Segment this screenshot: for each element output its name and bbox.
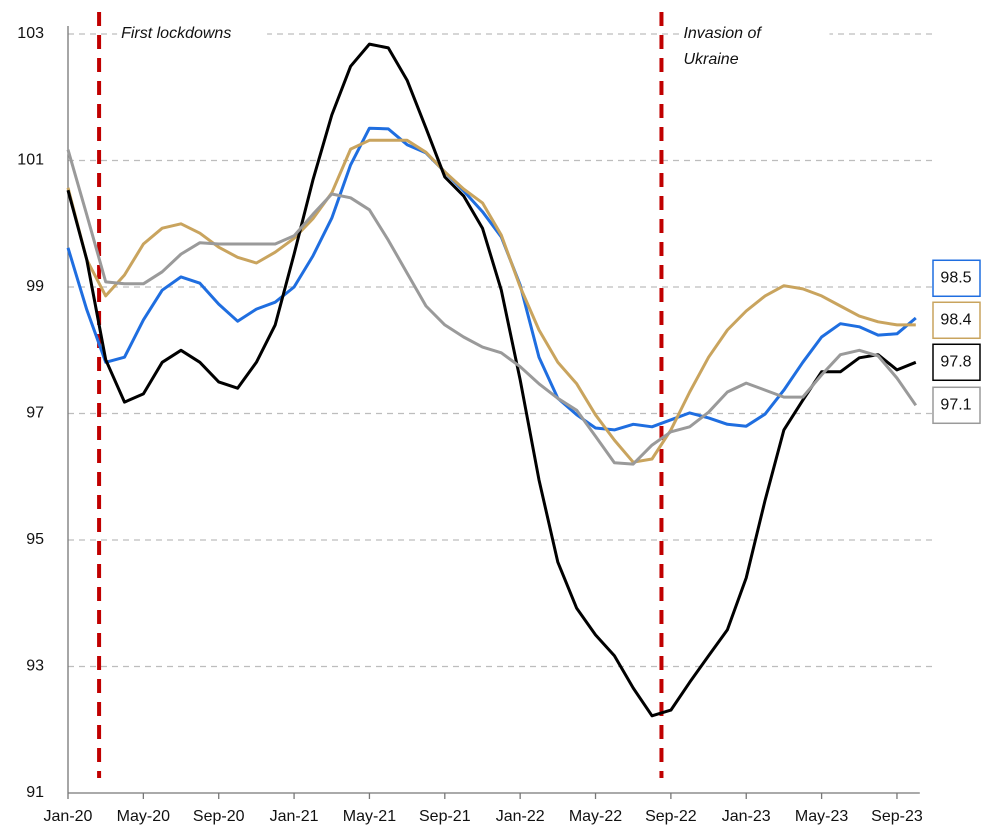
annotation-bg <box>679 48 830 72</box>
end-label-box <box>932 259 981 298</box>
y-tick-label: 99 <box>26 278 44 295</box>
x-tick-label: Jan-21 <box>270 808 319 825</box>
y-tick-label: 91 <box>26 784 44 801</box>
y-tick-label: 103 <box>17 25 44 42</box>
end-label: 98.4 <box>940 311 971 328</box>
series-line <box>66 138 916 464</box>
y-tick-label: 101 <box>17 152 44 169</box>
end-label: 97.1 <box>940 396 971 413</box>
annotation: Invasion of Ukraine <box>659 12 830 778</box>
y-tick-label: 97 <box>26 405 44 422</box>
end-label-box <box>932 386 981 425</box>
x-tick-label: Sep-21 <box>419 808 471 825</box>
x-tick-label: Jan-22 <box>496 808 545 825</box>
x-tick-label: Jan-20 <box>44 808 93 825</box>
series-line <box>66 42 917 718</box>
annotation-text: Ukraine <box>683 51 738 68</box>
end-label-box <box>932 301 981 340</box>
annotation-text: First lockdowns <box>121 25 231 42</box>
x-tick-label: May-21 <box>343 808 396 825</box>
x-tick-label: Jan-23 <box>722 808 771 825</box>
x-tick-label: May-23 <box>795 808 848 825</box>
y-tick-label: 95 <box>26 531 44 548</box>
annotation: First lockdowns <box>97 12 268 778</box>
x-tick-label: Sep-22 <box>645 808 697 825</box>
end-label: 98.5 <box>940 269 971 286</box>
end-label: 97.8 <box>940 353 971 370</box>
x-tick-label: Sep-20 <box>193 808 245 825</box>
end-label-box <box>932 343 981 382</box>
annotation-bg <box>117 22 268 46</box>
x-tick-label: May-22 <box>569 808 622 825</box>
annotation-text: Invasion of <box>683 25 762 42</box>
series-line <box>66 126 917 432</box>
annotation-bg <box>679 22 830 46</box>
x-tick-label: Sep-23 <box>871 808 923 825</box>
x-tick-label: May-20 <box>117 808 170 825</box>
y-tick-label: 93 <box>26 658 44 675</box>
series-line <box>66 149 918 466</box>
